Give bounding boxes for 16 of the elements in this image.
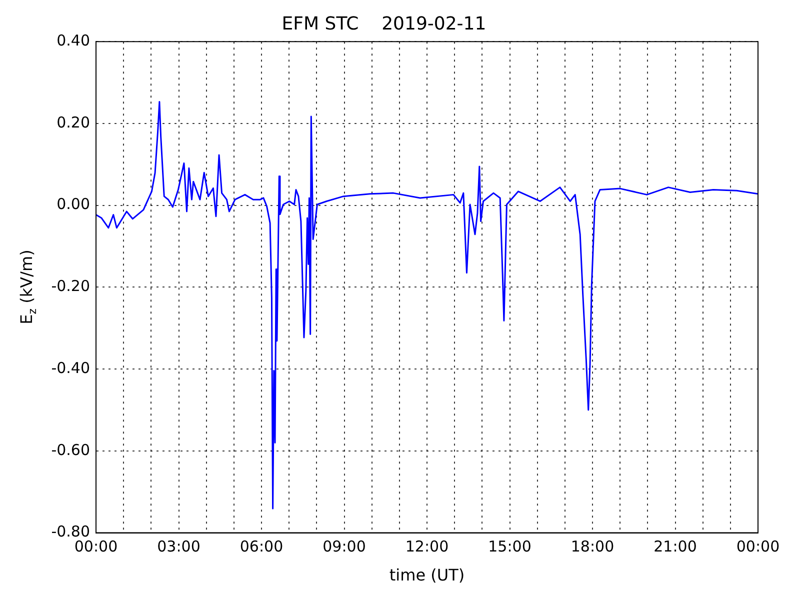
x-axis-title: time (UT) — [389, 566, 465, 585]
y-tick-label: -0.20 — [51, 277, 90, 296]
y-tick-label: -0.40 — [51, 358, 90, 377]
x-tick-label: 06:00 — [240, 538, 284, 556]
x-tick-label: 15:00 — [488, 538, 532, 556]
y-tick-label: 0.20 — [56, 113, 90, 132]
y-tick-label: -0.60 — [51, 440, 90, 459]
x-tick-label: 18:00 — [570, 538, 614, 556]
y-tick-label: 0.40 — [56, 31, 90, 50]
x-tick-label: 09:00 — [322, 538, 366, 556]
x-tick-label: 00:00 — [736, 538, 780, 556]
y-tick-label: 0.00 — [56, 195, 90, 214]
x-tick-label: 21:00 — [654, 538, 697, 556]
x-tick-label: 03:00 — [157, 538, 200, 556]
x-tick-label: 12:00 — [405, 538, 449, 556]
chart-title: EFM STC 2019-02-11 — [282, 13, 486, 34]
